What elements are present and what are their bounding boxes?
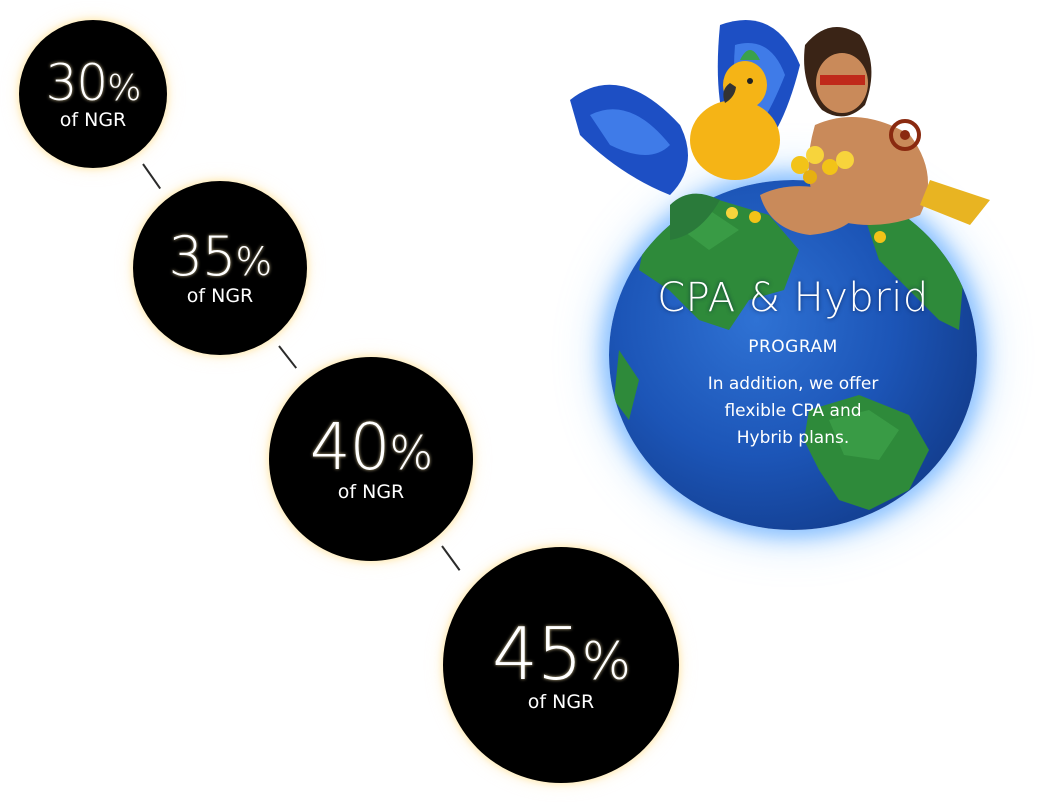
- program-info: CPA & Hybrid PROGRAM In addition, we off…: [609, 275, 977, 452]
- commission-tier-35: 35% of NGR: [133, 181, 307, 355]
- tier-percentage: 45%: [492, 618, 630, 690]
- tier-percentage: 40%: [310, 416, 432, 480]
- connector-line-1: [142, 163, 161, 189]
- program-subtitle: PROGRAM: [609, 337, 977, 357]
- tier-label: of NGR: [187, 286, 254, 307]
- tier-label: of NGR: [528, 692, 595, 713]
- characters-illustration: [560, 5, 1030, 265]
- connector-line-2: [278, 345, 297, 368]
- tier-label: of NGR: [60, 110, 127, 131]
- commission-tier-45: 45% of NGR: [443, 547, 679, 783]
- commission-tier-30: 30% of NGR: [19, 20, 167, 168]
- tier-label: of NGR: [338, 482, 405, 503]
- tier-percentage: 35%: [169, 230, 272, 284]
- program-description: In addition, we offer flexible CPA and H…: [698, 371, 888, 452]
- cpa-hybrid-promo: CPA & Hybrid PROGRAM In addition, we off…: [560, 5, 1030, 545]
- program-title: CPA & Hybrid: [609, 275, 977, 321]
- tier-percentage: 30%: [46, 58, 141, 108]
- connector-line-3: [441, 545, 460, 570]
- commission-tier-40: 40% of NGR: [269, 357, 473, 561]
